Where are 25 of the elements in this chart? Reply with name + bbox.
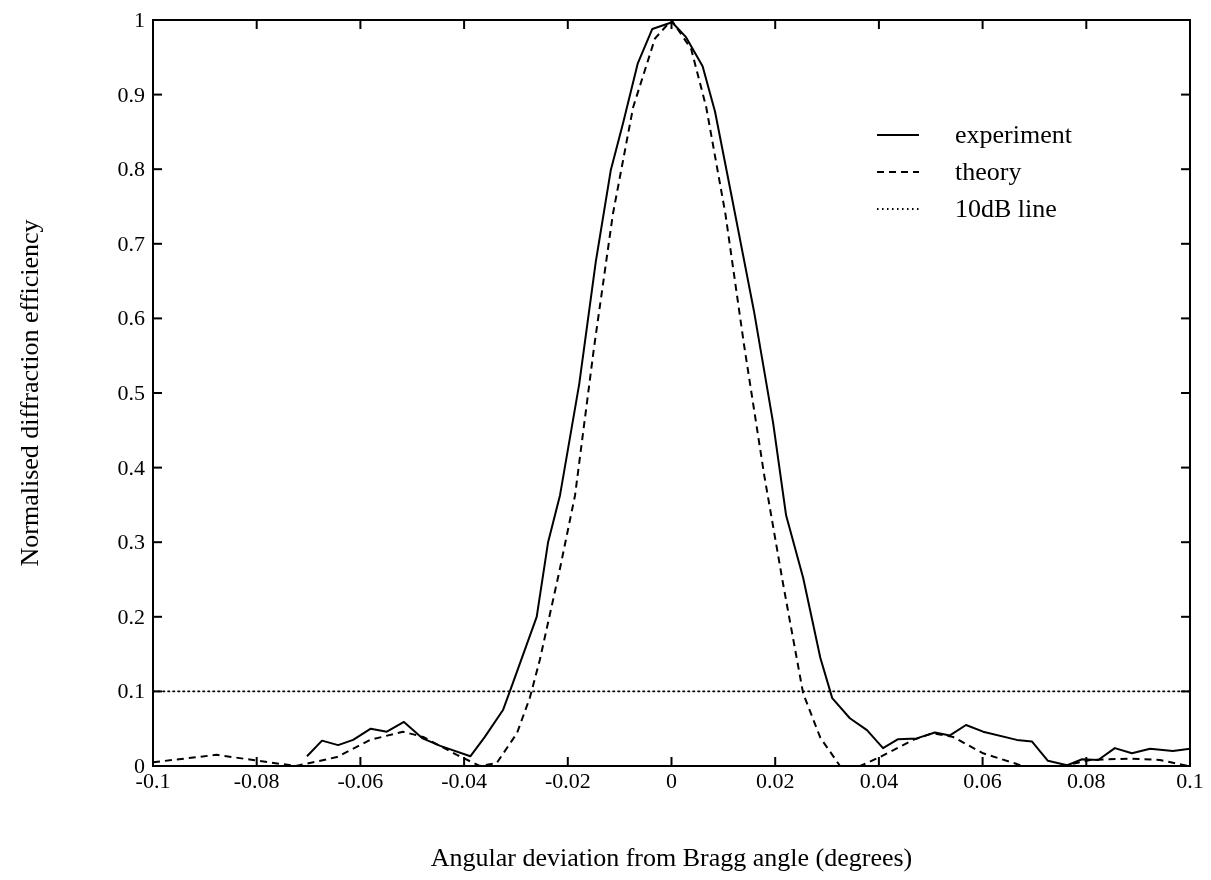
y-tick-label: 0.1 xyxy=(117,678,145,704)
x-tick-label: 0.08 xyxy=(1067,768,1106,793)
y-axis-title: Normalised diffraction efficiency xyxy=(15,219,44,567)
y-tick-label: 0.4 xyxy=(117,454,145,480)
y-tick-label: 0.8 xyxy=(117,156,145,182)
x-tick-label: -0.06 xyxy=(337,768,384,793)
x-tick-label: 0.1 xyxy=(1176,768,1204,793)
x-tick-label: 0.04 xyxy=(859,768,899,793)
y-tick-label: 0.3 xyxy=(117,529,145,555)
y-tick-label: 0.2 xyxy=(117,603,145,629)
y-tick-label: 0.5 xyxy=(117,380,145,405)
legend-label: theory xyxy=(955,157,1022,186)
y-tick-label: 0.6 xyxy=(117,305,145,331)
legend-label: experiment xyxy=(955,120,1073,149)
x-tick-label: 0.06 xyxy=(963,768,1002,793)
y-tick-label: 0.9 xyxy=(117,81,145,107)
y-tick-label: 1 xyxy=(134,7,145,32)
x-tick-label: 0 xyxy=(666,768,677,793)
x-tick-label: 0.02 xyxy=(755,768,795,793)
x-tick-label: -0.08 xyxy=(233,768,280,793)
x-axis-title: Angular deviation from Bragg angle (degrees) xyxy=(430,843,913,872)
y-tick-label: 0.7 xyxy=(117,230,145,256)
x-tick-label: -0.04 xyxy=(441,768,488,793)
x-tick-label: -0.02 xyxy=(544,768,591,793)
legend-label: 10dB line xyxy=(955,194,1057,223)
